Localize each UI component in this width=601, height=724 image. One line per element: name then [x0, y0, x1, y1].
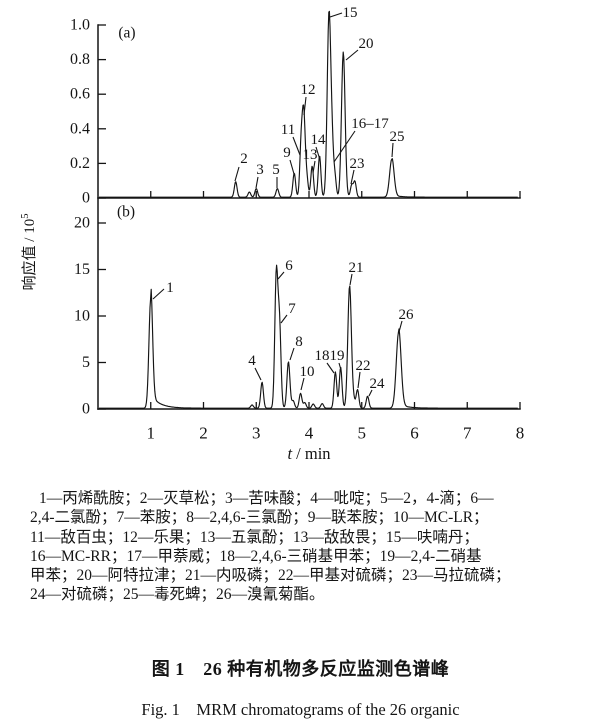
panel-marker: (b)	[117, 204, 135, 221]
peak-label-b-22: 22	[356, 358, 371, 374]
y-tick-label: 15	[74, 261, 90, 278]
x-tick-label: 6	[410, 424, 419, 443]
peak-label-a-3: 3	[256, 162, 264, 178]
peak-label-b-18: 18	[315, 348, 330, 364]
x-tick-label: 8	[516, 424, 525, 443]
leader-line	[391, 142, 394, 158]
x-tick-label: 5	[358, 424, 367, 443]
legend-line: 24—对硫磷；25—毒死蜱；26—溴氰菊酯。	[30, 586, 325, 604]
x-tick-label: 7	[463, 424, 472, 443]
y-tick-label: 0.4	[70, 120, 90, 137]
figure-title-cn: 图 1 26 种有机物多反应监测色谱峰	[151, 658, 450, 679]
peak-label-b-8: 8	[295, 334, 303, 350]
y-tick-label: 5	[82, 354, 90, 371]
peak-label-a-20: 20	[359, 36, 374, 52]
leader-line	[338, 362, 342, 371]
peak-label-b-4: 4	[248, 353, 256, 369]
x-tick-label: 3	[252, 424, 261, 443]
leader-line	[350, 169, 355, 185]
x-tick-label: 4	[305, 424, 314, 443]
x-axis-title: t / min	[287, 444, 330, 463]
y-tick-label: 10	[74, 308, 90, 325]
peak-label-a-9: 9	[283, 145, 291, 161]
leader-line	[368, 389, 373, 397]
leader-line	[152, 288, 165, 300]
chromatogram-trace	[99, 10, 518, 198]
legend-line: 2,4-二氯酚；7—苯胺；8—2,4,6-三氯酚；9—联苯胺；10—MC-LR；	[30, 509, 489, 527]
leader-line	[292, 136, 301, 156]
x-tick-label: 1	[147, 424, 156, 443]
leader-line	[280, 314, 288, 324]
peak-label-b-1: 1	[166, 280, 174, 296]
leader-line	[329, 12, 343, 18]
y-tick-label: 0	[82, 401, 90, 418]
peak-label-a-13: 13	[303, 147, 318, 163]
y-axis-title: 响应值 / 105	[20, 214, 38, 291]
peak-label-b-21: 21	[349, 260, 364, 276]
leader-line	[326, 362, 335, 374]
leader-line	[349, 273, 353, 286]
y-tick-label: 1.0	[70, 17, 90, 34]
peak-label-b-7: 7	[288, 301, 296, 317]
y-tick-label: 0	[82, 190, 90, 207]
panel-marker: (a)	[118, 25, 135, 42]
peak-label-a-16–17: 16–17	[351, 116, 389, 132]
x-tick-label: 2	[199, 424, 208, 443]
leader-line	[255, 176, 259, 189]
peak-label-b-19: 19	[330, 348, 345, 364]
leader-line	[303, 96, 307, 116]
figure-title-en: Fig. 1 MRM chromatograms of the 26 organ…	[141, 699, 460, 719]
leader-line	[345, 49, 359, 61]
leader-line	[333, 130, 356, 163]
peak-label-b-10: 10	[300, 364, 315, 380]
legend-line: 11—敌百虫；12—乐果；13—五氯酚；13—敌敌畏；15—呋喃丹；	[30, 528, 479, 546]
leader-line	[315, 146, 321, 161]
peak-label-b-6: 6	[285, 258, 293, 274]
peak-label-a-15: 15	[343, 5, 358, 21]
peak-label-a-5: 5	[272, 162, 280, 178]
y-tick-label: 0.6	[70, 86, 90, 103]
peak-label-a-23: 23	[350, 156, 365, 172]
peak-label-a-11: 11	[281, 122, 295, 138]
leader-line	[289, 347, 295, 361]
leader-line	[277, 271, 285, 280]
compound-legend: 1—丙烯酰胺；2—灭草松；3—苦味酸；4—吡啶；5—2，4-滴；6— 2,4-二…	[30, 489, 575, 605]
leader-line	[312, 160, 316, 174]
legend-line: 1—丙烯酰胺；2—灭草松；3—苦味酸；4—吡啶；5—2，4-滴；6—	[39, 490, 494, 507]
peak-label-a-14: 14	[311, 132, 327, 148]
leader-line	[357, 371, 361, 389]
peak-label-a-25: 25	[390, 129, 405, 145]
leader-line	[300, 377, 305, 391]
peak-label-b-26: 26	[399, 307, 415, 323]
peak-label-a-2: 2	[240, 151, 248, 167]
peak-label-a-12: 12	[301, 82, 316, 98]
chromatogram-figure: 00.20.40.60.81.0 (a)23 59111213141516–1720…	[20, 5, 525, 463]
legend-line: 16—MC-RR；17—甲萘威；18—2,4,6-三硝基甲苯；19—2,4-二硝…	[30, 547, 482, 565]
y-tick-label: 20	[74, 215, 90, 232]
leader-line	[398, 320, 403, 333]
chromatogram-trace	[99, 264, 518, 409]
leader-line	[234, 166, 240, 182]
leader-line	[289, 159, 295, 175]
panel-a: 00.20.40.60.81.0 (a)23 59111213141516–1720…	[70, 5, 521, 207]
peak-label-b-24: 24	[370, 376, 386, 392]
y-tick-label: 0.2	[70, 155, 90, 172]
legend-line: 甲苯；20—阿特拉津；21—内吸磷；22—甲基对硫磷；23—马拉硫磷；	[30, 567, 511, 585]
leader-line	[254, 367, 262, 381]
y-tick-label: 0.8	[70, 51, 90, 68]
